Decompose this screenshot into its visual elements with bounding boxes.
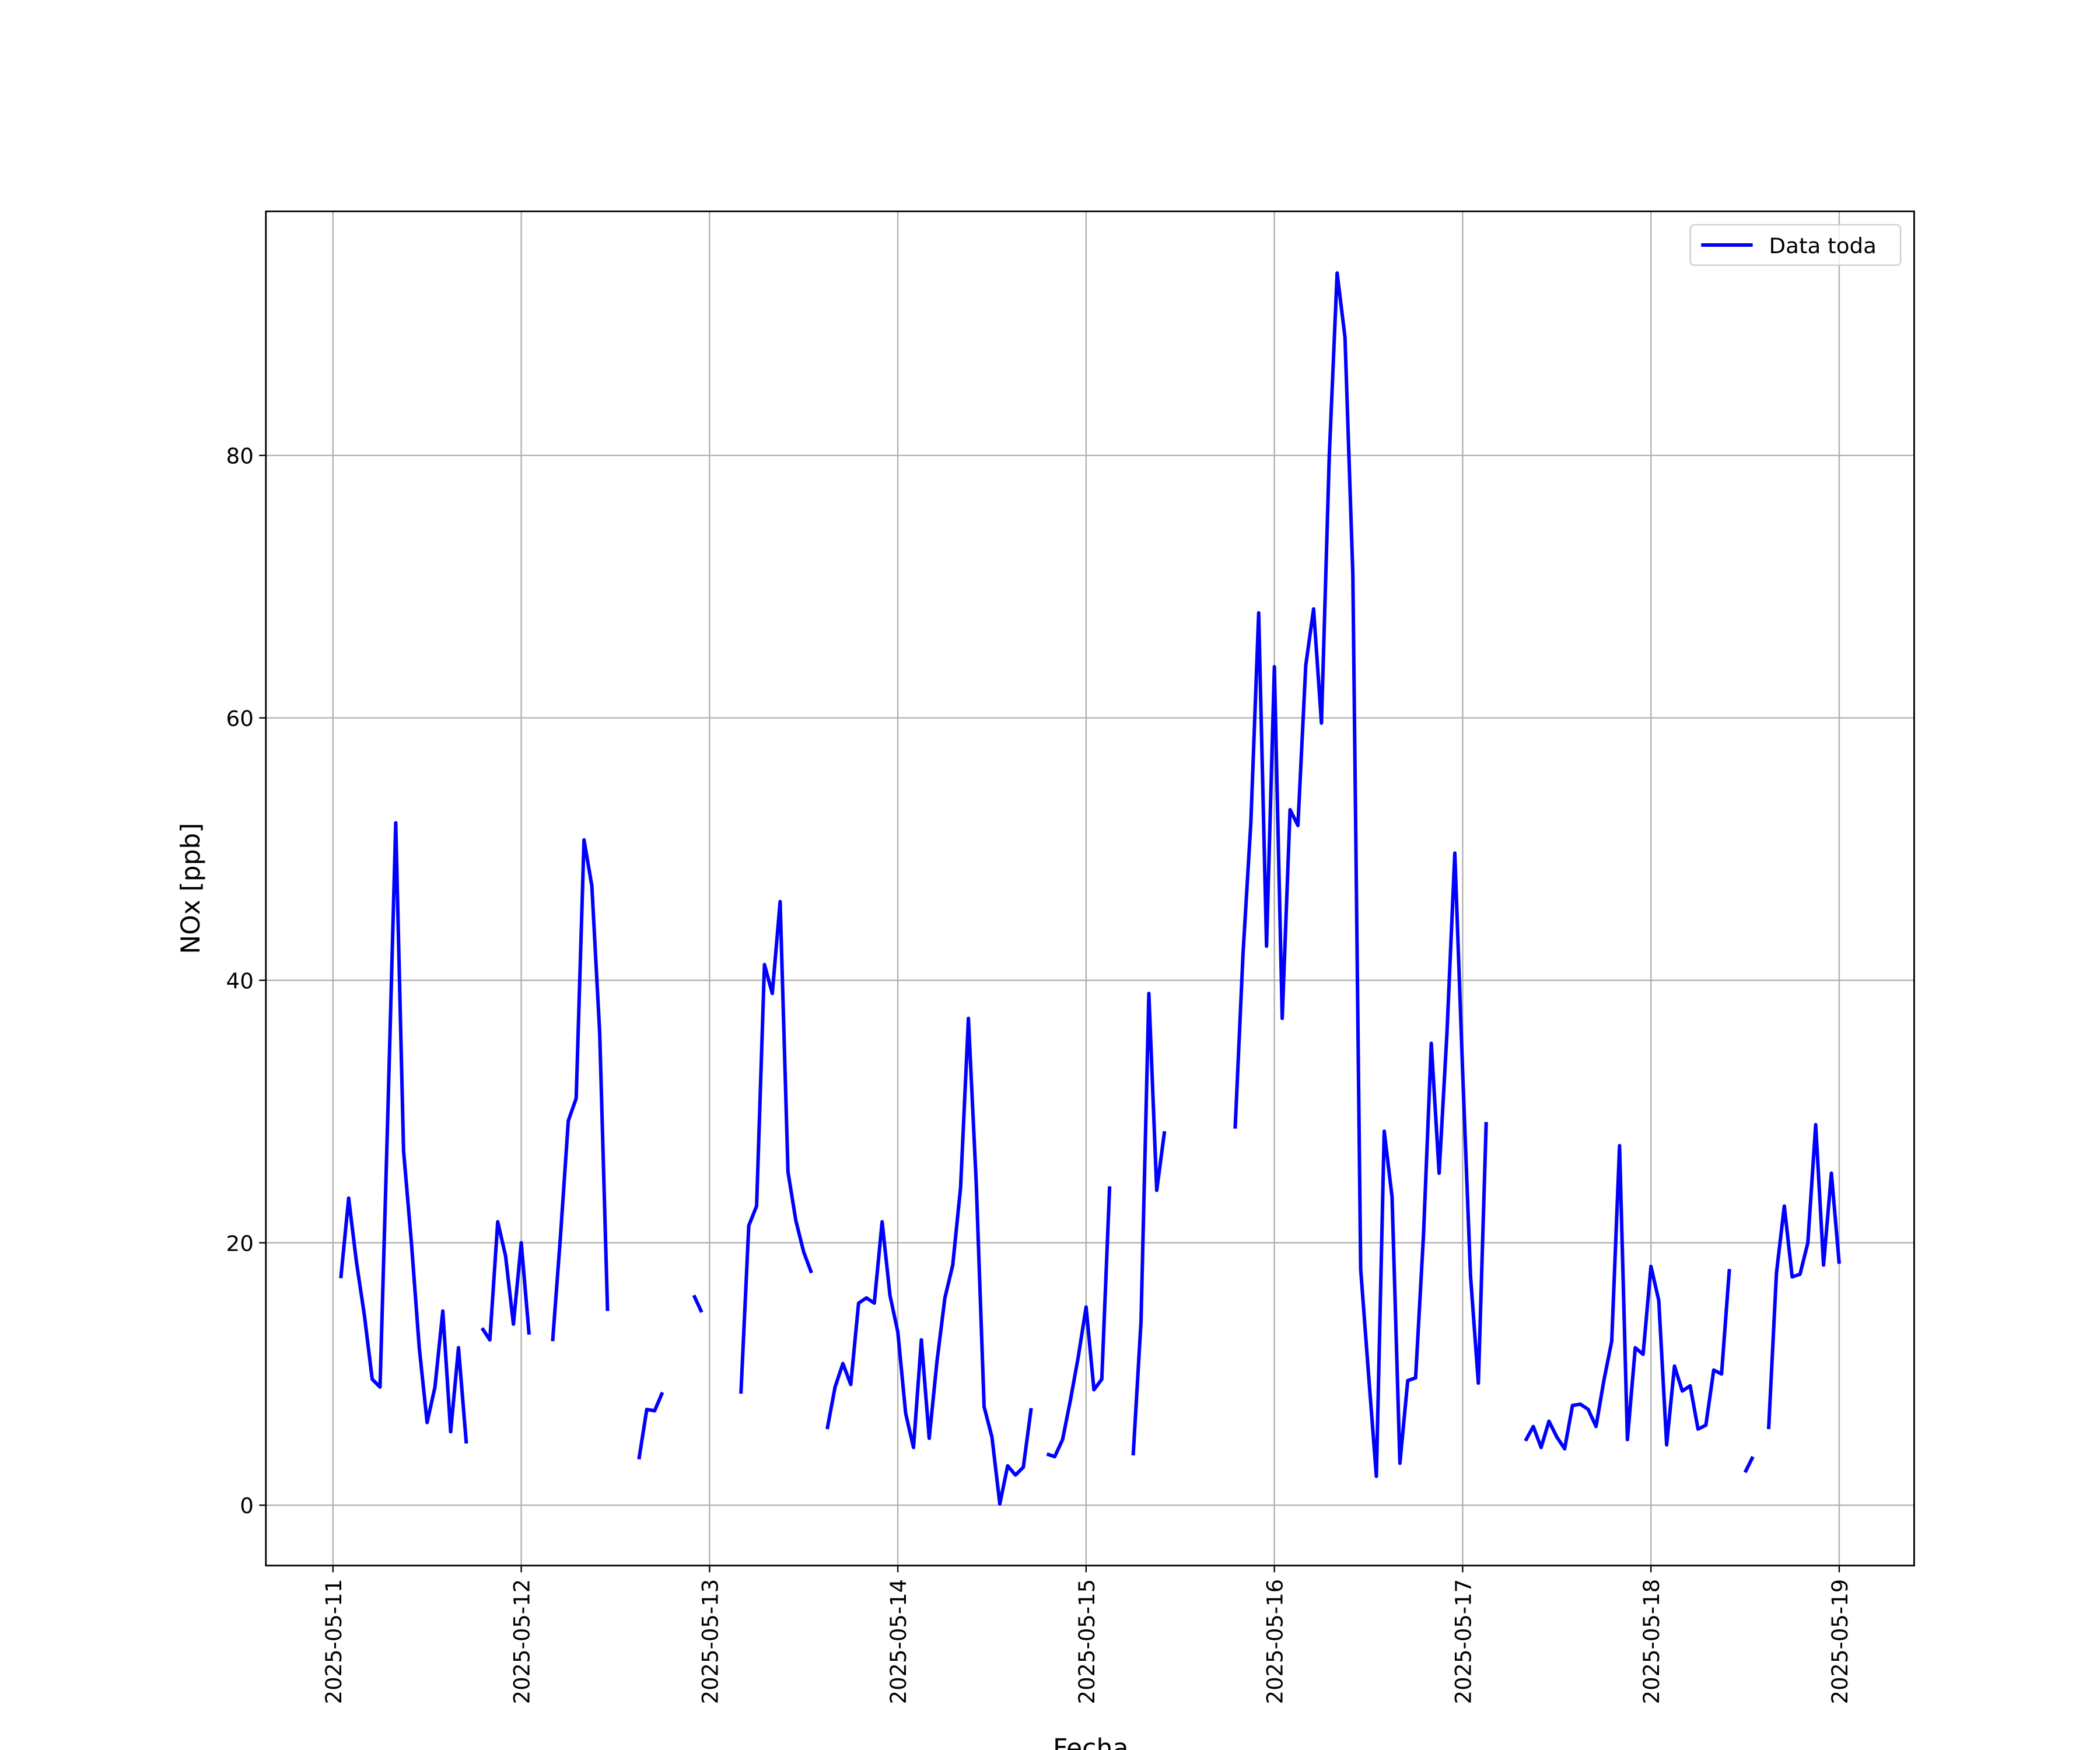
y-tick-label: 60 <box>226 706 254 732</box>
y-tick-label: 0 <box>240 1493 254 1518</box>
x-axis-label: Fecha <box>1053 1734 1129 1750</box>
legend-label: Data toda <box>1769 233 1877 258</box>
x-tick-label: 2025-05-11 <box>321 1579 346 1704</box>
x-tick-label: 2025-05-18 <box>1639 1579 1664 1704</box>
x-tick-label: 2025-05-15 <box>1074 1579 1100 1704</box>
y-axis-label: NOx [ppb] <box>176 823 206 954</box>
axes-frame <box>265 210 1915 1567</box>
plot-area <box>339 271 1841 1506</box>
x-tick-label: 2025-05-12 <box>509 1579 534 1704</box>
grid <box>265 211 1915 1566</box>
line <box>339 271 1841 1506</box>
ticks: 0 20 40 60 80 2025-05-11 2025-05-12 2025-05-13 2… <box>226 444 1853 1704</box>
x-tick-label: 2025-05-19 <box>1828 1579 1853 1704</box>
x-tick-label: 2025-05-17 <box>1451 1579 1476 1704</box>
legend: Data toda <box>1689 224 1902 266</box>
x-tick-label: 2025-05-14 <box>886 1579 911 1704</box>
legend-box <box>1689 224 1902 266</box>
y-tick-label: 20 <box>226 1231 254 1256</box>
y-tick-label: 80 <box>226 444 254 469</box>
y-tick-label: 40 <box>226 969 254 994</box>
x-tick-label: 2025-05-16 <box>1262 1579 1287 1704</box>
x-tick-label: 2025-05-13 <box>698 1579 723 1704</box>
